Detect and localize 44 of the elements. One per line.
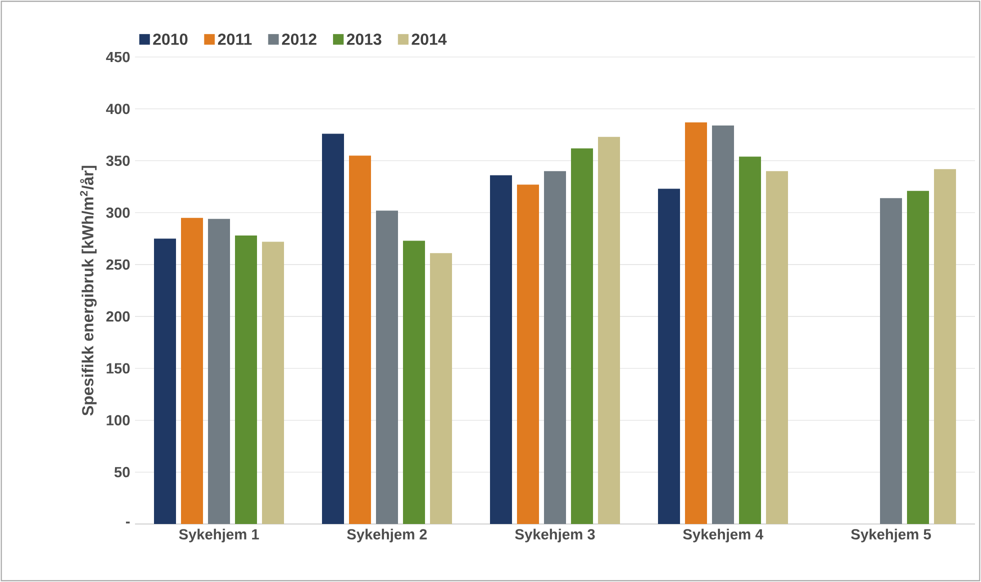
x-tick-label: Sykehjem 2 (347, 528, 427, 542)
x-tick-label: Sykehjem 5 (851, 528, 931, 542)
y-tick-label: 250 (106, 259, 130, 270)
bar (262, 242, 284, 524)
x-tick-label: Sykehjem 1 (179, 528, 259, 542)
y-tick-label: 50 (114, 466, 130, 478)
x-tick-label: Sykehjem 3 (515, 528, 595, 542)
bar (208, 218, 230, 524)
bar (544, 171, 566, 524)
bar (766, 171, 788, 524)
legend-label: 2012 (282, 34, 316, 45)
bar (739, 156, 762, 524)
bar (154, 238, 176, 524)
bar (934, 169, 956, 524)
y-tick-label: 400 (106, 104, 130, 114)
bar (658, 188, 680, 524)
y-tick-label: 450 (106, 52, 130, 62)
bar (181, 218, 204, 524)
bar (376, 210, 398, 524)
y-tick-label: 150 (106, 363, 130, 374)
bar (235, 236, 258, 524)
y-axis-title: Spesifikk energibruk [kWh/m$^{2}$/år] (80, 166, 97, 416)
legend-label: 2013 (346, 34, 382, 45)
bar (712, 125, 734, 524)
bar (430, 253, 452, 524)
bar (349, 156, 371, 524)
bar (598, 136, 620, 524)
bar (880, 198, 902, 524)
x-tick-label: Sykehjem 4 (683, 528, 764, 542)
y-tick-label: 200 (106, 311, 130, 322)
y-tick-label: 350 (106, 156, 130, 166)
y-tick-label: 300 (106, 207, 130, 218)
bar (685, 122, 708, 524)
bar (517, 184, 540, 524)
y-tick-label: 100 (106, 415, 130, 426)
legend-label: 2014 (412, 34, 447, 45)
bar (571, 148, 594, 524)
legend-label: 2010 (153, 34, 188, 45)
bar (403, 240, 426, 524)
bar (907, 190, 930, 524)
legend-label: 2011 (218, 34, 252, 45)
bar (322, 134, 344, 524)
bar (490, 175, 512, 524)
y-tick-label: - (126, 522, 130, 524)
